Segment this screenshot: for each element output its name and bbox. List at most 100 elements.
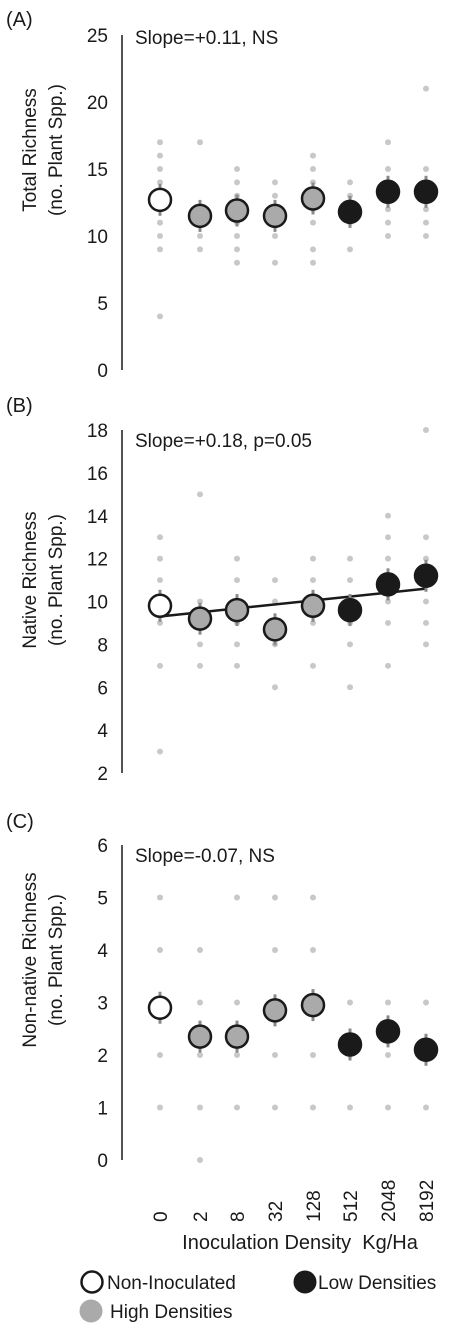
- raw-point: [272, 259, 278, 266]
- raw-point: [272, 947, 278, 953]
- raw-point: [347, 641, 353, 648]
- raw-point: [234, 233, 240, 239]
- raw-point: [157, 233, 163, 239]
- raw-point: [423, 166, 429, 172]
- y-tick-label: 14: [87, 507, 109, 528]
- legend-label-high: High Densities: [110, 1302, 233, 1323]
- panel-label-b: (B): [6, 395, 33, 417]
- y-tick-label: 5: [97, 889, 108, 910]
- raw-point: [310, 1052, 316, 1058]
- x-tick-labels: 0 2 8 32 128 512 2048 8192: [151, 1180, 438, 1222]
- legend: Non-Inoculated Low Densities High Densit…: [79, 1270, 436, 1323]
- raw-point: [423, 598, 429, 605]
- mean-marker: [300, 593, 326, 619]
- raw-point: [385, 139, 391, 146]
- raw-point: [157, 139, 163, 146]
- mean-marker: [337, 597, 363, 623]
- y-tick-label: 15: [87, 160, 108, 181]
- raw-point: [197, 1052, 203, 1058]
- raw-point: [157, 152, 163, 159]
- raw-point: [310, 577, 316, 584]
- raw-point: [157, 313, 163, 320]
- y-tick-label: 4: [97, 941, 108, 962]
- mean-marker: [147, 593, 173, 619]
- raw-point: [385, 619, 391, 626]
- panel-a: (A) Total Richness (no. Plant Spp.) Slop…: [6, 9, 439, 382]
- y-tick-label: 12: [87, 550, 108, 571]
- raw-point: [310, 152, 316, 159]
- raw-point: [234, 555, 240, 562]
- raw-point: [197, 641, 203, 648]
- raw-point: [272, 577, 278, 584]
- mean-marker: [413, 563, 439, 589]
- raw-point: [157, 166, 163, 172]
- raw-point: [197, 139, 203, 146]
- y-tick-label: 6: [97, 836, 108, 857]
- y-tick-label: 10: [87, 227, 108, 248]
- mean-marker: [375, 179, 401, 205]
- y-axis-label-c-line2: (no. Plant Spp.): [46, 894, 67, 1026]
- y-tick-label: 18: [87, 421, 108, 442]
- y-tick-labels-a: 0 5 10 15 20 25: [87, 26, 108, 382]
- raw-point: [423, 999, 429, 1006]
- raw-point: [347, 179, 353, 186]
- raw-point: [157, 219, 163, 226]
- raw-point: [423, 619, 429, 626]
- raw-point: [423, 219, 429, 226]
- y-tick-label: 8: [97, 635, 108, 656]
- mean-marker: [147, 187, 173, 213]
- y-tick-label: 20: [87, 93, 108, 114]
- raw-point: [272, 598, 278, 605]
- raw-point: [272, 192, 278, 199]
- y-tick-label: 10: [87, 593, 108, 614]
- raw-point: [423, 233, 429, 239]
- mean-marker: [337, 1032, 363, 1057]
- raw-point: [310, 166, 316, 172]
- legend-marker-low: [293, 1270, 317, 1294]
- panel-b: (B) Native Richness (no. Plant Spp.) Slo…: [6, 395, 439, 785]
- mean-marker: [337, 199, 363, 225]
- mean-marker: [187, 203, 213, 229]
- y-tick-label: 6: [97, 678, 108, 699]
- raw-point: [234, 1104, 240, 1111]
- y-tick-label: 3: [97, 994, 108, 1015]
- raw-point: [157, 1104, 163, 1111]
- raw-point: [272, 179, 278, 186]
- mean-markers-b: [147, 559, 439, 646]
- raw-point: [385, 999, 391, 1006]
- x-axis-label: Inoculation Density Kg/Ha: [182, 1232, 419, 1254]
- x-tick-label: 0: [151, 1211, 172, 1222]
- raw-point: [272, 1052, 278, 1058]
- y-axis-label-b-line2: (no. Plant Spp.): [46, 514, 67, 646]
- mean-marker: [262, 998, 288, 1023]
- raw-point: [234, 577, 240, 584]
- y-tick-label: 16: [87, 464, 108, 485]
- raw-point: [272, 684, 278, 691]
- raw-point: [310, 662, 316, 669]
- y-tick-label: 0: [97, 361, 108, 382]
- raw-point: [234, 641, 240, 648]
- raw-point: [234, 166, 240, 172]
- panel-label-c: (C): [6, 811, 34, 833]
- raw-point: [347, 555, 353, 562]
- raw-point: [157, 1052, 163, 1058]
- slope-annotation-a: Slope=+0.11, NS: [135, 28, 278, 49]
- legend-label-low: Low Densities: [318, 1273, 436, 1294]
- raw-point: [234, 1052, 240, 1058]
- mean-markers-c: [147, 989, 439, 1066]
- raw-point: [197, 662, 203, 669]
- raw-point: [310, 219, 316, 226]
- y-tick-labels-b: 2 4 6 8 10 12 14 16 18: [87, 421, 109, 785]
- raw-point: [157, 947, 163, 953]
- mean-marker: [413, 1037, 439, 1062]
- mean-marker: [262, 203, 288, 229]
- raw-point: [234, 662, 240, 669]
- raw-point: [197, 233, 203, 239]
- raw-point: [157, 748, 163, 755]
- raw-point: [385, 219, 391, 226]
- raw-point: [310, 894, 316, 901]
- raw-point: [234, 999, 240, 1006]
- mean-marker: [147, 995, 173, 1020]
- raw-point: [234, 894, 240, 901]
